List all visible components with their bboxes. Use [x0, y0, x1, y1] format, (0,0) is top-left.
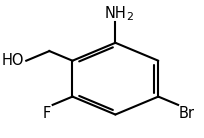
Text: Br: Br [179, 106, 195, 121]
Text: HO: HO [2, 53, 24, 68]
Text: 2: 2 [126, 12, 133, 22]
Text: NH: NH [104, 6, 126, 21]
Text: F: F [42, 106, 51, 121]
